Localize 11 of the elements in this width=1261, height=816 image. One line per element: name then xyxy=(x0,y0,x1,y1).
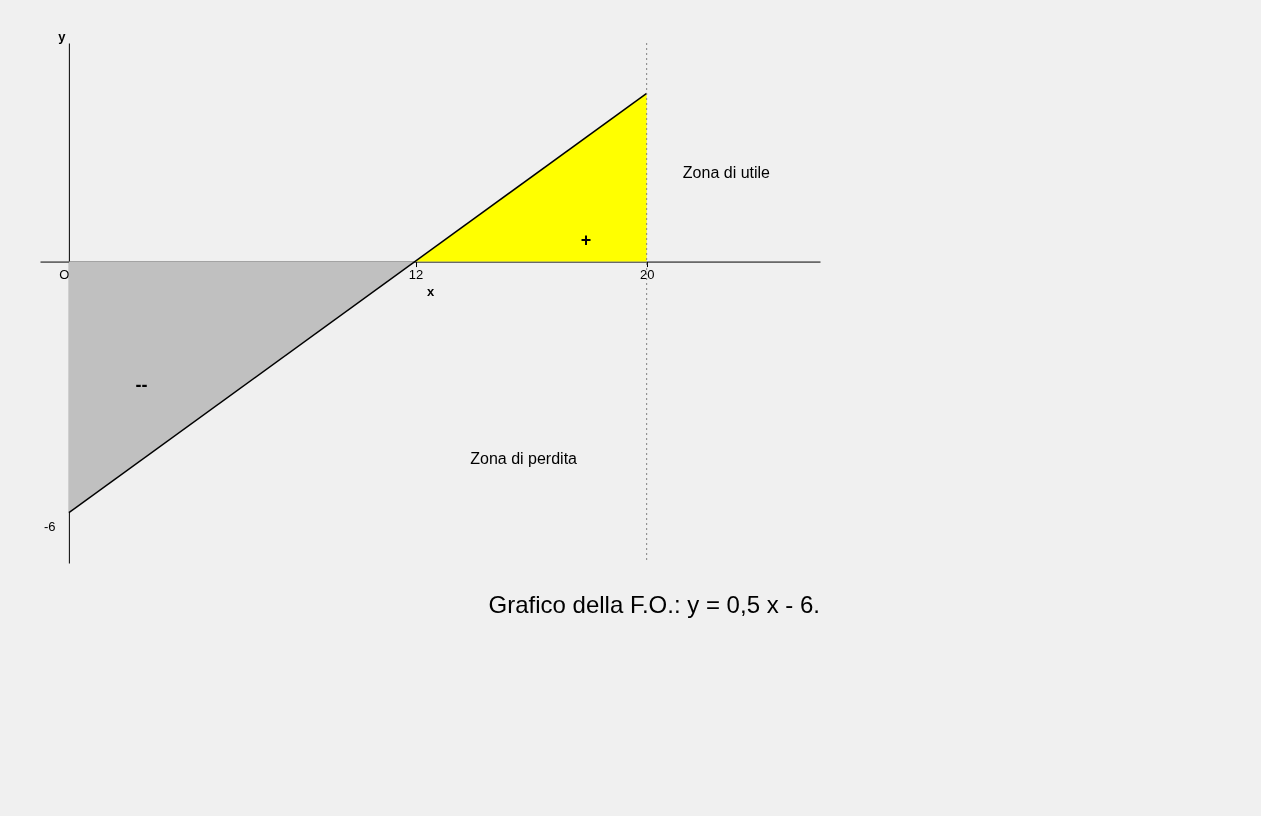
text: Grafico della F.O.: y = 0,5 x - 6. xyxy=(488,590,820,618)
x-axis-title: x xyxy=(426,284,435,300)
annotation: Zona di perdita xyxy=(470,450,578,467)
y-axis-title: y xyxy=(58,28,67,44)
x-tick-label: O xyxy=(59,267,70,283)
x-tick-label: 12 xyxy=(408,267,424,283)
annotation: -- xyxy=(135,375,148,396)
text: -6 xyxy=(44,518,56,534)
annotation: + xyxy=(580,229,592,250)
x-tick-label: 20 xyxy=(639,267,655,283)
annotation: Zona di utile xyxy=(682,164,771,181)
